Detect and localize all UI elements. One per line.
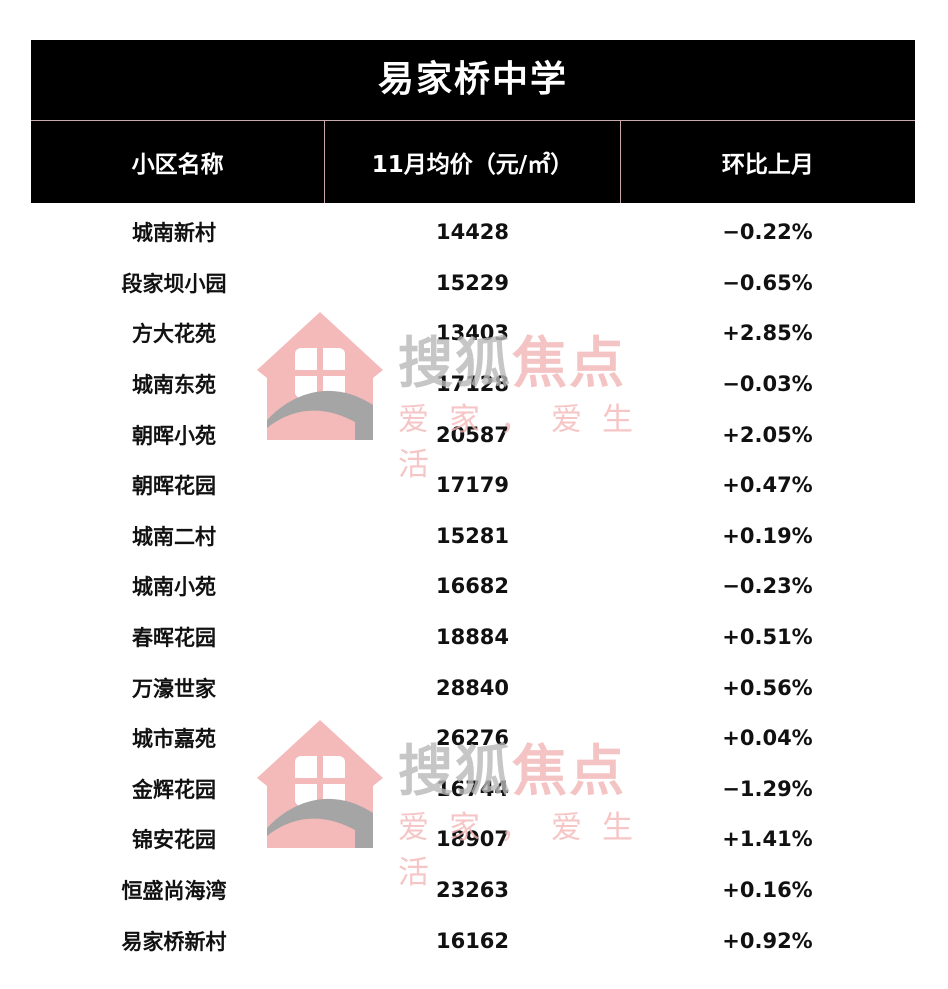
month-change: −0.65% — [722, 270, 813, 295]
average-price: 20587 — [435, 422, 510, 447]
table-body: 城南新村 14428 −0.22% 段家坝小园 15229 −0.65% 方大花苑 13403… — [31, 207, 915, 966]
month-change: −0.03% — [722, 372, 813, 397]
average-price: 16744 — [435, 776, 510, 801]
community-name: 朝晖小苑 — [132, 423, 216, 448]
average-price: 23263 — [435, 878, 510, 903]
table-row: 城市嘉苑 26276 +0.04% — [31, 713, 915, 764]
table-row: 锦安花园 18907 +1.41% — [31, 814, 915, 865]
watermark-slogan: 爱家，爱生活 — [398, 402, 653, 483]
table-row: 城南小苑 16682 −0.23% — [31, 561, 915, 612]
average-price: 17179 — [435, 473, 510, 498]
month-change: −1.29% — [722, 776, 813, 801]
header-price: 11月均价（元/㎡） — [324, 121, 619, 203]
sohu-house-logo-icon — [257, 312, 383, 440]
table-row: 朝晖花园 17179 +0.47% — [31, 460, 915, 511]
month-change: +0.19% — [722, 523, 813, 548]
header-change: 环比上月 — [619, 121, 915, 203]
table-row: 春晖花园 18884 +0.51% — [31, 612, 915, 663]
community-name: 方大花苑 — [132, 322, 216, 347]
table-row: 朝晖小苑 20587 +2.05% — [31, 409, 915, 460]
month-change: +1.41% — [722, 827, 813, 852]
average-price: 26276 — [435, 726, 510, 751]
month-change: +0.51% — [722, 625, 813, 650]
month-change: +0.16% — [722, 878, 813, 903]
average-price: 13403 — [435, 321, 510, 346]
community-name: 城南东苑 — [132, 373, 216, 398]
table-row: 城南新村 14428 −0.22% — [31, 207, 915, 258]
community-name: 春晖花园 — [132, 626, 216, 651]
community-name: 恒盛尚海湾 — [121, 879, 227, 904]
table-row: 易家桥新村 16162 +0.92% — [31, 915, 915, 966]
watermark-bottom: 搜狐焦点 爱家，爱生活 — [255, 718, 695, 891]
average-price: 28840 — [435, 675, 510, 700]
watermark-slogan: 爱家，爱生活 — [398, 810, 653, 891]
average-price: 18884 — [435, 625, 510, 650]
watermark-top: 搜狐焦点 爱家，爱生活 — [255, 310, 695, 483]
watermark-brand: 搜狐焦点 — [398, 331, 627, 395]
community-name: 段家坝小园 — [121, 271, 227, 296]
community-name: 锦安花园 — [132, 828, 216, 853]
table-row: 方大花苑 13403 +2.85% — [31, 308, 915, 359]
month-change: +0.92% — [722, 928, 813, 953]
community-name: 城市嘉苑 — [132, 727, 216, 752]
table-title: 易家桥中学 — [31, 40, 915, 120]
month-change: +2.05% — [722, 422, 813, 447]
month-change: +0.56% — [722, 675, 813, 700]
month-change: +2.85% — [722, 321, 813, 346]
community-name: 金辉花园 — [132, 777, 216, 802]
community-name: 万濠世家 — [132, 676, 216, 701]
table-row: 恒盛尚海湾 23263 +0.16% — [31, 865, 915, 916]
sohu-house-logo-icon — [257, 720, 383, 848]
table-row: 段家坝小园 15229 −0.65% — [31, 258, 915, 309]
community-name: 朝晖花园 — [132, 474, 216, 499]
average-price: 17128 — [435, 372, 510, 397]
table-row: 万濠世家 28840 +0.56% — [31, 662, 915, 713]
price-table: 易家桥中学 小区名称 11月均价（元/㎡） 环比上月 城南新村 14428 −0.2… — [31, 40, 915, 966]
month-change: +0.04% — [722, 726, 813, 751]
month-change: +0.47% — [722, 473, 813, 498]
average-price: 15229 — [435, 270, 510, 295]
table-header: 小区名称 11月均价（元/㎡） 环比上月 — [31, 120, 915, 203]
average-price: 15281 — [435, 523, 510, 548]
community-name: 易家桥新村 — [121, 929, 227, 954]
table-row: 城南东苑 17128 −0.03% — [31, 359, 915, 410]
average-price: 16162 — [435, 928, 510, 953]
average-price: 14428 — [435, 220, 510, 245]
header-community: 小区名称 — [131, 152, 224, 178]
average-price: 16682 — [435, 574, 510, 599]
community-name: 城南小苑 — [132, 575, 216, 600]
month-change: −0.22% — [722, 220, 813, 245]
watermark-brand: 搜狐焦点 — [398, 739, 627, 803]
table-row: 城南二村 15281 +0.19% — [31, 511, 915, 562]
table-row: 金辉花园 16744 −1.29% — [31, 764, 915, 815]
community-name: 城南二村 — [132, 524, 216, 549]
community-name: 城南新村 — [132, 221, 216, 246]
month-change: −0.23% — [722, 574, 813, 599]
average-price: 18907 — [435, 827, 510, 852]
